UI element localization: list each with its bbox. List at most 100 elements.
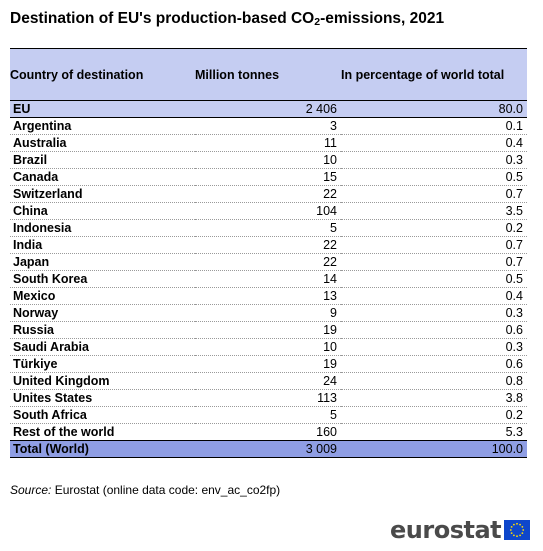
million-tonnes-cell: 9 [195, 304, 341, 322]
flag-star [519, 523, 522, 526]
country-cell: Norway [10, 304, 195, 322]
title-suffix: -emissions, 2021 [320, 10, 445, 27]
country-cell: Russia [10, 321, 195, 339]
country-cell: China [10, 202, 195, 220]
percentage-cell: 0.1 [341, 117, 527, 135]
flag-star [522, 529, 525, 531]
flag-star [521, 532, 524, 534]
country-cell: Canada [10, 168, 195, 186]
country-cell: South Korea [10, 270, 195, 288]
country-cell: South Africa [10, 406, 195, 424]
country-cell: Australia [10, 134, 195, 152]
million-tonnes-cell: 19 [195, 321, 341, 339]
percentage-cell: 0.7 [341, 253, 527, 271]
total-row: Total (World) 3 009 100.0 [10, 440, 527, 458]
logo-text: eurostat [390, 516, 502, 544]
table-row: China 104 3.5 [10, 202, 527, 220]
percentage-cell: 0.3 [341, 338, 527, 356]
table-row: Mexico 13 0.4 [10, 287, 527, 305]
country-cell: EU [10, 100, 195, 118]
million-tonnes-cell: 5 [195, 406, 341, 424]
source-label: Source: [10, 483, 52, 497]
percentage-cell: 0.6 [341, 355, 527, 373]
country-cell: India [10, 236, 195, 254]
table-header-row: Country of destination Million tonnes In… [10, 48, 527, 101]
table-row: Switzerland 22 0.7 [10, 185, 527, 203]
flag-star [519, 534, 522, 537]
table-row: Brazil 10 0.3 [10, 151, 527, 169]
million-tonnes-cell: 11 [195, 134, 341, 152]
percentage-cell: 5.3 [341, 423, 527, 441]
million-tonnes-cell: 19 [195, 355, 341, 373]
table-row: Argentina 3 0.1 [10, 117, 527, 135]
table-row: Rest of the world 160 5.3 [10, 423, 527, 441]
eurostat-logo: eurostat [390, 514, 531, 546]
million-tonnes-cell: 24 [195, 372, 341, 390]
million-tonnes-cell: 10 [195, 338, 341, 356]
percentage-cell: 0.2 [341, 219, 527, 237]
million-tonnes-cell: 15 [195, 168, 341, 186]
million-tonnes-cell: 13 [195, 287, 341, 305]
country-cell: Saudi Arabia [10, 338, 195, 356]
title-prefix: Destination of EU's production-based CO [10, 10, 315, 27]
emissions-table: Country of destination Million tonnes In… [10, 48, 527, 458]
table-row: India 22 0.7 [10, 236, 527, 254]
percentage-cell: 0.5 [341, 270, 527, 288]
percentage-cell: 3.8 [341, 389, 527, 407]
percentage-cell: 0.6 [341, 321, 527, 339]
million-tonnes-cell: 160 [195, 423, 341, 441]
country-cell: Argentina [10, 117, 195, 135]
country-cell: Mexico [10, 287, 195, 305]
country-cell: Total (World) [10, 440, 195, 458]
country-cell: Rest of the world [10, 423, 195, 441]
million-tonnes-cell: 5 [195, 219, 341, 237]
country-cell: Brazil [10, 151, 195, 169]
million-tonnes-cell: 10 [195, 151, 341, 169]
page-title: Destination of EU's production-based CO2… [10, 10, 444, 28]
million-tonnes-cell: 104 [195, 202, 341, 220]
flag-star [510, 526, 513, 528]
percentage-cell: 0.5 [341, 168, 527, 186]
eu-flag-icon [504, 520, 531, 540]
percentage-cell: 0.7 [341, 185, 527, 203]
percentage-cell: 0.4 [341, 134, 527, 152]
percentage-cell: 3.5 [341, 202, 527, 220]
source-note: Source: Eurostat (online data code: env_… [10, 483, 280, 497]
table-row: Canada 15 0.5 [10, 168, 527, 186]
flag-star [510, 529, 512, 531]
table-row: Norway 9 0.3 [10, 304, 527, 322]
table-row: Unites States 113 3.8 [10, 389, 527, 407]
table-row: Türkiye 19 0.6 [10, 355, 527, 373]
flag-star [513, 534, 515, 537]
percentage-cell: 0.4 [341, 287, 527, 305]
header-percentage: In percentage of world total [341, 48, 527, 101]
flag-star [510, 532, 513, 534]
table-row: Saudi Arabia 10 0.3 [10, 338, 527, 356]
country-cell: Japan [10, 253, 195, 271]
flag-star [521, 526, 524, 528]
header-million-tonnes: Million tonnes [195, 48, 341, 101]
percentage-cell: 0.3 [341, 151, 527, 169]
table-row: Indonesia 5 0.2 [10, 219, 527, 237]
million-tonnes-cell: 22 [195, 185, 341, 203]
title-subscript: 2 [314, 16, 321, 28]
million-tonnes-cell: 3 009 [195, 440, 341, 458]
flag-star [513, 523, 515, 526]
million-tonnes-cell: 22 [195, 253, 341, 271]
country-cell: Switzerland [10, 185, 195, 203]
header-country: Country of destination [10, 48, 195, 101]
percentage-cell: 0.7 [341, 236, 527, 254]
million-tonnes-cell: 22 [195, 236, 341, 254]
eu-row: EU 2 406 80.0 [10, 100, 527, 118]
country-cell: United Kingdom [10, 372, 195, 390]
country-cell: Unites States [10, 389, 195, 407]
million-tonnes-cell: 113 [195, 389, 341, 407]
flag-star [516, 535, 519, 538]
table-row: Russia 19 0.6 [10, 321, 527, 339]
percentage-cell: 0.8 [341, 372, 527, 390]
table-row: Australia 11 0.4 [10, 134, 527, 152]
country-cell: Indonesia [10, 219, 195, 237]
table-row: United Kingdom 24 0.8 [10, 372, 527, 390]
percentage-cell: 0.2 [341, 406, 527, 424]
source-text: Eurostat (online data code: env_ac_co2fp… [51, 483, 281, 497]
